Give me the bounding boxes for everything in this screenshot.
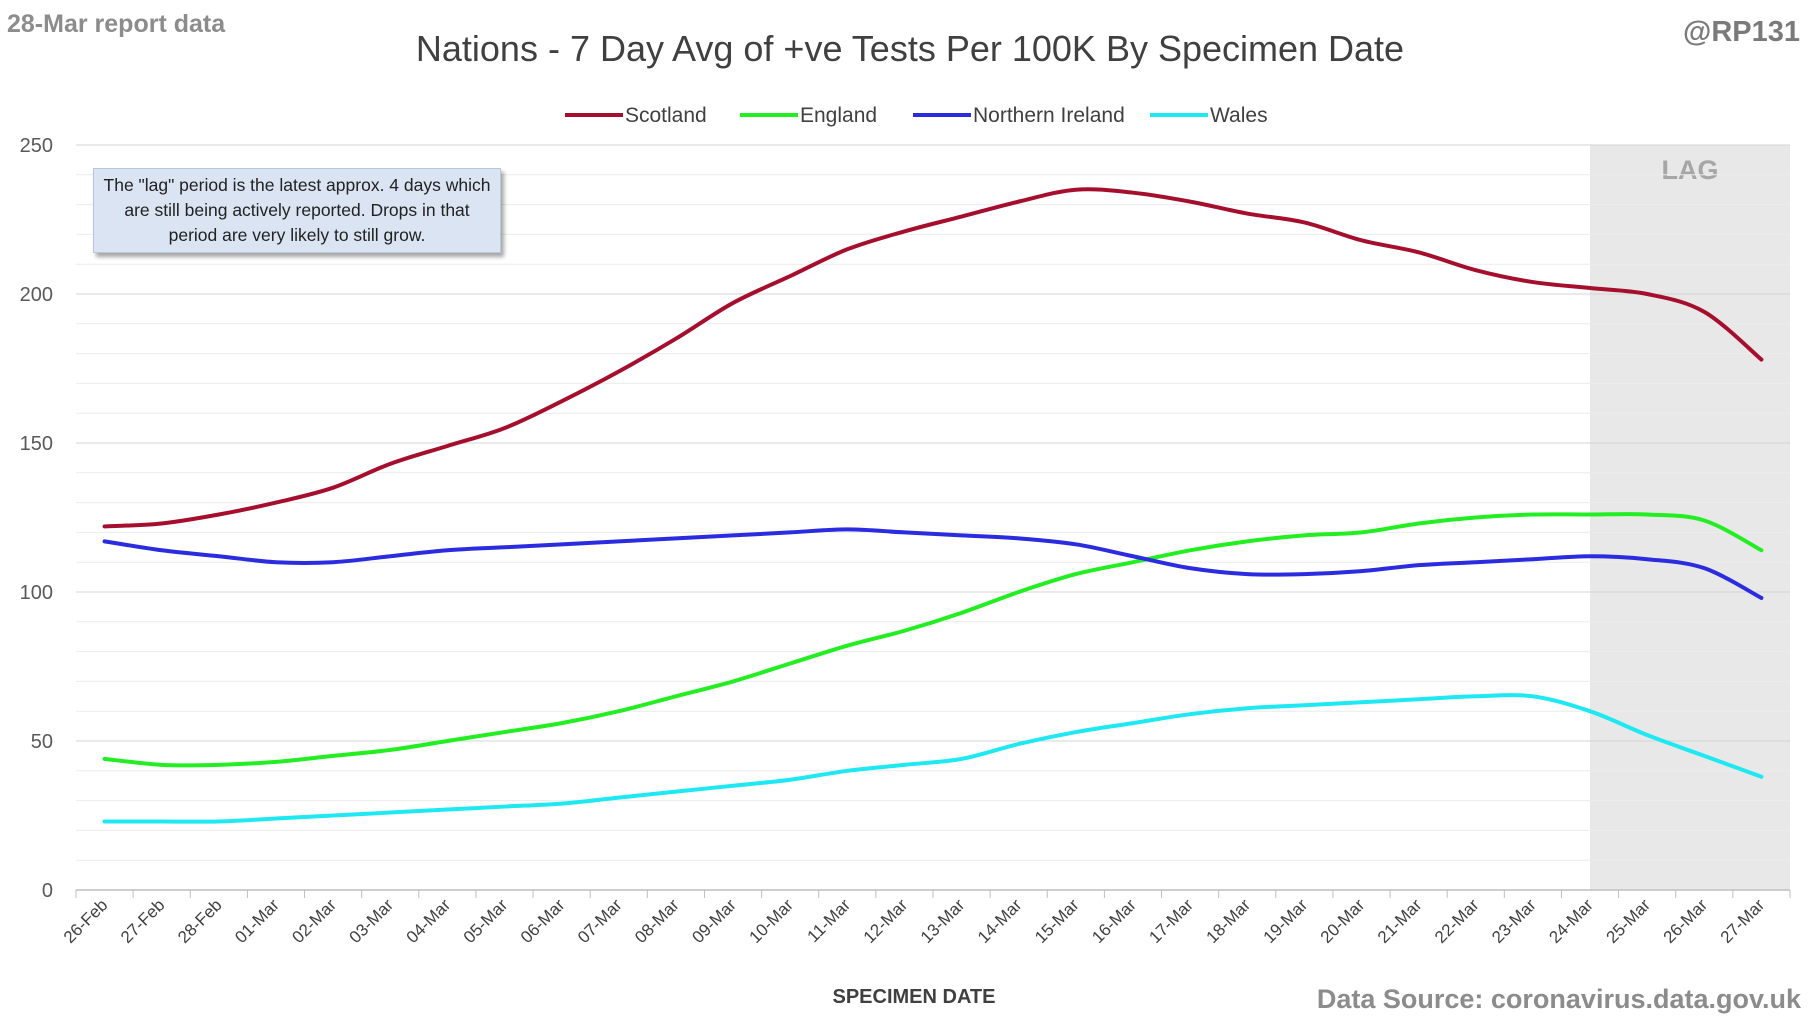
x-tick-label: 16-Mar	[1088, 895, 1140, 947]
x-tick-label: 12-Mar	[860, 895, 912, 947]
chart-title: Nations - 7 Day Avg of +ve Tests Per 100…	[415, 28, 1405, 69]
x-tick-label: 05-Mar	[460, 895, 512, 947]
x-tick-label: 26-Feb	[60, 895, 112, 947]
x-tick-labels: 26-Feb 27-Feb 28-Feb 01-Mar 02-Mar 03-Mar 04-M…	[60, 895, 1769, 947]
x-tick-label: 06-Mar	[517, 895, 569, 947]
y-tick-label: 100	[20, 582, 53, 604]
report-date-label: 28-Mar report data	[7, 10, 226, 38]
x-tick-label: 13-Mar	[917, 895, 969, 947]
y-tick-label: 50	[31, 731, 53, 753]
legend-item-scotland: Scotland	[565, 104, 707, 127]
legend-label: Wales	[1210, 104, 1268, 127]
x-tick-label: 19-Mar	[1260, 895, 1312, 947]
x-tick-label: 03-Mar	[346, 895, 398, 947]
lag-note: The "lag" period is the latest approx. 4…	[93, 168, 501, 253]
x-tick-label: 27-Mar	[1717, 895, 1769, 947]
x-tick-label: 04-Mar	[403, 895, 455, 947]
x-tick-label: 01-Mar	[231, 895, 283, 947]
legend-item-northern-ireland: Northern Ireland	[913, 104, 1125, 127]
lag-region: LAG	[1590, 145, 1790, 890]
series-line-wales	[102, 693, 1764, 824]
x-axis-label: SPECIMEN DATE	[832, 986, 996, 1008]
x-tick-label: 25-Mar	[1602, 895, 1654, 947]
series-line-northern-ireland	[102, 527, 1764, 600]
series-line-england	[102, 512, 1764, 768]
x-tick-label: 11-Mar	[804, 895, 855, 946]
x-tick-label: 23-Mar	[1488, 895, 1540, 947]
x-tick-label: 28-Feb	[174, 895, 226, 947]
lag-label: LAG	[1662, 155, 1719, 185]
legend-label: Scotland	[625, 104, 707, 127]
grid-lines	[76, 144, 1790, 861]
x-tick-label: 27-Feb	[117, 895, 169, 947]
author-handle: @RP131	[1683, 16, 1800, 48]
x-tick-label: 02-Mar	[288, 895, 340, 947]
legend-item-england: England	[740, 104, 877, 127]
x-tick-label: 26-Mar	[1660, 895, 1712, 947]
series-lines	[102, 187, 1764, 824]
x-tick-label: 14-Mar	[974, 895, 1026, 947]
series-line-scotland	[102, 187, 1764, 529]
legend: Scotland England Northern Ireland Wales	[565, 104, 1268, 127]
x-tick-label: 21-Mar	[1374, 895, 1426, 947]
x-tick-label: 07-Mar	[574, 895, 626, 947]
x-tick-label: 15-Mar	[1031, 895, 1083, 947]
x-tick-label: 10-Mar	[745, 895, 797, 947]
legend-label: Northern Ireland	[973, 104, 1125, 127]
x-tick-label: 20-Mar	[1317, 895, 1369, 947]
y-tick-labels: 0 50 100 150 200 250	[20, 135, 53, 902]
legend-item-wales: Wales	[1150, 104, 1268, 127]
x-tick-label: 18-Mar	[1203, 895, 1255, 947]
y-tick-label: 150	[20, 433, 53, 455]
x-tick-label: 08-Mar	[631, 895, 683, 947]
y-tick-label: 200	[20, 284, 53, 306]
x-tick-label: 17-Mar	[1145, 895, 1197, 947]
x-tick-label: 09-Mar	[688, 895, 740, 947]
legend-label: England	[800, 104, 877, 127]
data-source: Data Source: coronavirus.data.gov.uk	[1316, 984, 1801, 1014]
y-tick-label: 250	[20, 135, 53, 157]
x-tick-label: 24-Mar	[1545, 895, 1597, 947]
y-tick-label: 0	[42, 880, 53, 902]
axes	[75, 889, 1791, 898]
x-tick-label: 22-Mar	[1431, 895, 1483, 947]
